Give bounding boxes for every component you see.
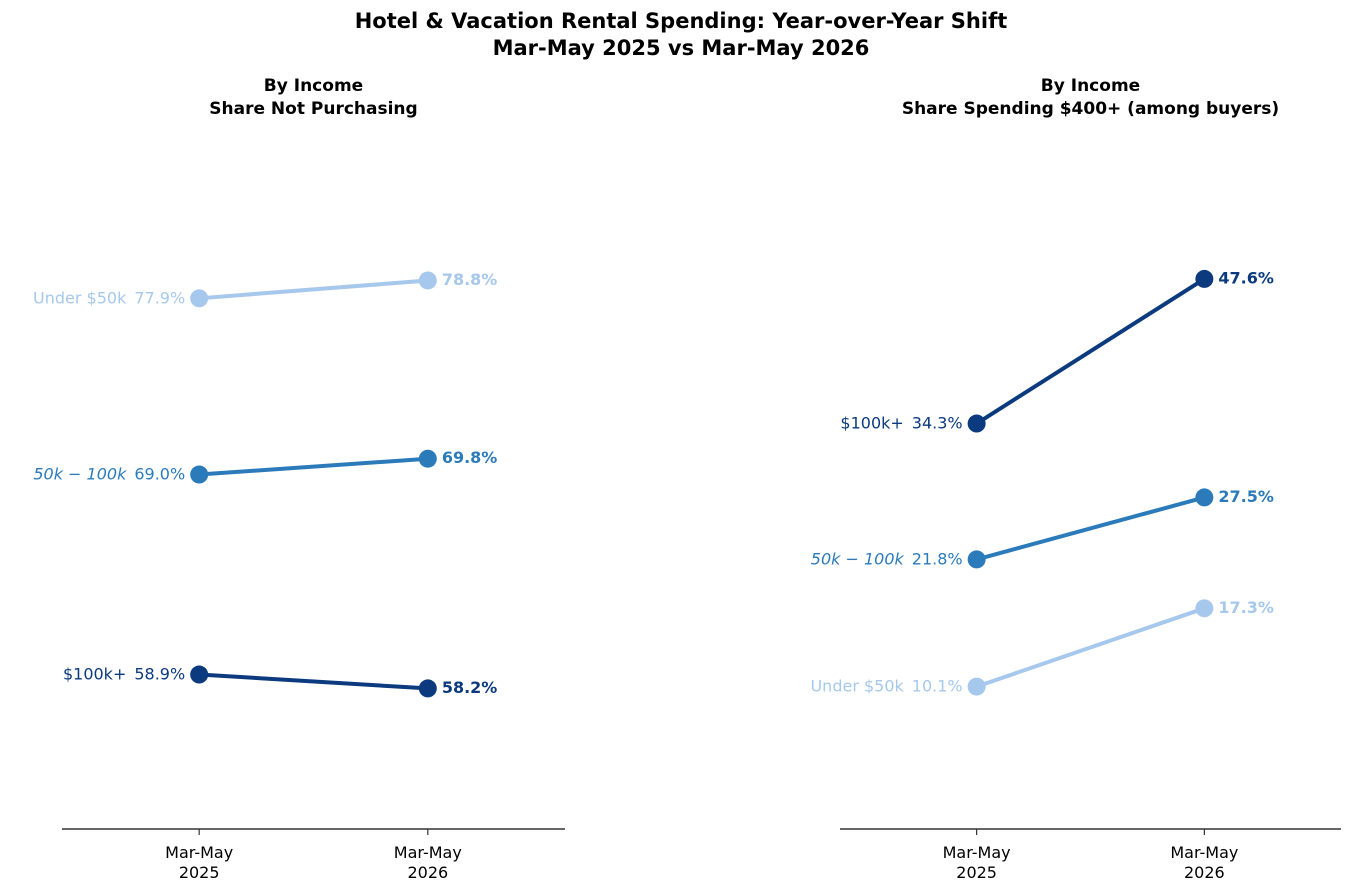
slope-line xyxy=(199,278,428,301)
panel-title: By Income xyxy=(264,76,363,96)
x-tick-label: Mar-May 2025 xyxy=(165,843,234,882)
end-label: 69.8% xyxy=(442,448,498,467)
point xyxy=(1195,599,1214,618)
panel-title: By Income xyxy=(1041,76,1140,96)
x-tick-label: Mar-May 2025 xyxy=(942,843,1011,882)
point xyxy=(967,414,986,433)
series-name: Under $50k xyxy=(810,676,904,695)
point xyxy=(418,271,437,290)
slope-line xyxy=(975,277,1206,426)
point xyxy=(190,289,209,308)
point xyxy=(1195,269,1214,288)
subtitle: Mar-May 2025 vs Mar-May 2026 xyxy=(493,36,870,60)
end-label: 27.5% xyxy=(1218,487,1274,506)
point xyxy=(190,665,209,684)
value-label: 58.9% xyxy=(134,664,185,683)
point xyxy=(967,677,986,696)
point xyxy=(418,679,437,698)
series-name: $100k+ xyxy=(840,413,903,432)
x-tick-label: Mar-May 2026 xyxy=(393,843,462,882)
series-name: $100k+ xyxy=(63,664,126,683)
end-label: 47.6% xyxy=(1218,268,1274,287)
start-label: 50k − 100k 21.8% xyxy=(811,549,963,568)
value-label: 10.1% xyxy=(912,676,963,695)
slope-line xyxy=(976,495,1205,562)
value-label: 77.9% xyxy=(134,288,185,307)
series-name: 50k − 100k xyxy=(33,464,127,483)
start-label: Under $50k 77.9% xyxy=(33,288,185,307)
start-label: 50k − 100k 69.0% xyxy=(33,464,185,483)
title: Hotel & Vacation Rental Spending: Year-o… xyxy=(355,9,1008,33)
end-label: 78.8% xyxy=(442,270,498,289)
point xyxy=(418,449,437,468)
slope-line xyxy=(199,456,428,477)
series-name: 50k − 100k xyxy=(811,549,905,568)
value-label: 69.0% xyxy=(134,464,185,483)
start-label: $100k+ 58.9% xyxy=(63,664,185,683)
end-label: 17.3% xyxy=(1218,598,1274,617)
value-label: 34.3% xyxy=(912,413,963,432)
slope-line xyxy=(199,672,428,691)
end-label: 58.2% xyxy=(442,678,498,697)
start-label: Under $50k 10.1% xyxy=(810,676,962,695)
point xyxy=(190,465,209,484)
value-label: 21.8% xyxy=(912,549,963,568)
panel-subtitle: Share Not Purchasing xyxy=(209,99,417,119)
point xyxy=(1195,488,1214,507)
start-label: $100k+ 34.3% xyxy=(840,413,962,432)
panel-subtitle: Share Spending $400+ (among buyers) xyxy=(902,99,1279,119)
point xyxy=(967,550,986,569)
slope-line xyxy=(975,606,1206,689)
series-name: Under $50k xyxy=(33,288,127,307)
x-tick-label: Mar-May 2026 xyxy=(1170,843,1239,882)
